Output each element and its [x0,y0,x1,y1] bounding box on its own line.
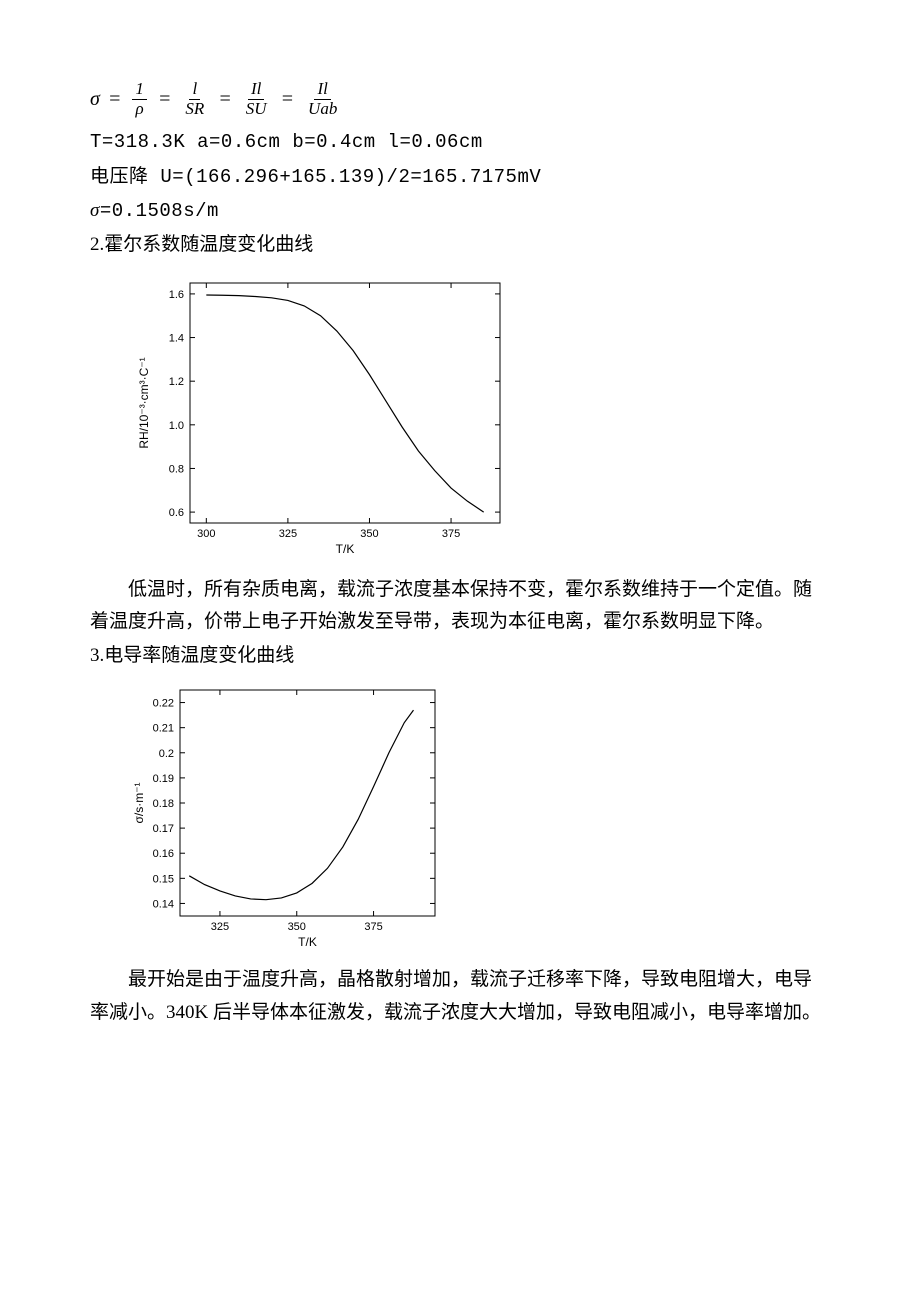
sigma-symbol-2: σ [90,200,100,221]
svg-text:300: 300 [197,528,215,540]
voltage-line: 电压降 U=(166.296+165.139)/2=165.7175mV [90,161,830,193]
svg-text:1.6: 1.6 [169,288,184,300]
svg-text:0.2: 0.2 [159,748,174,760]
sigma-symbol: σ [90,82,100,116]
svg-text:1.2: 1.2 [169,376,184,388]
svg-text:0.15: 0.15 [153,874,174,886]
svg-text:0.8: 0.8 [169,463,184,475]
svg-text:0.14: 0.14 [153,899,174,911]
svg-text:0.21: 0.21 [153,723,174,735]
svg-text:375: 375 [364,921,382,933]
frac-1: 1ρ [132,80,147,118]
heading-2: 2.霍尔系数随温度变化曲线 [90,229,830,261]
svg-text:325: 325 [211,921,229,933]
params-line: T=318.3K a=0.6cm b=0.4cm l=0.06cm [90,126,830,158]
svg-text:375: 375 [442,528,460,540]
conductivity-chart: 325 350 375 0.14 0.15 0.16 0.17 0.18 0.19 0.2 0.21… [120,678,450,958]
svg-text:T/K: T/K [336,542,355,556]
svg-text:0.19: 0.19 [153,773,174,785]
svg-text:σ/s·m⁻¹: σ/s·m⁻¹ [132,783,146,824]
svg-text:0.16: 0.16 [153,849,174,861]
svg-text:0.18: 0.18 [153,798,174,810]
sigma-formula: σ = 1ρ = lSR = IlSU = IlUab [90,80,830,118]
svg-text:RH/10⁻³·cm³·C⁻¹: RH/10⁻³·cm³·C⁻¹ [137,357,151,448]
svg-text:1.0: 1.0 [169,419,184,431]
frac-3: IlSU [243,80,270,118]
svg-text:1.4: 1.4 [169,332,184,344]
svg-text:T/K: T/K [298,935,317,949]
svg-text:325: 325 [279,528,297,540]
svg-text:0.6: 0.6 [169,507,184,519]
sigma-result-line: σ=0.1508s/m [90,195,830,227]
hall-coefficient-chart: 300 325 350 375 0.6 0.8 1.0 1.2 1.4 1.6 T/K RH/10⁻³… [120,268,520,568]
heading-3: 3.电导率随温度变化曲线 [90,640,830,672]
svg-text:350: 350 [360,528,378,540]
paragraph-2: 最开始是由于温度升高，晶格散射增加，载流子迁移率下降，导致电阻增大，电导率减小。… [90,964,830,1029]
svg-text:0.17: 0.17 [153,824,174,836]
svg-text:0.22: 0.22 [153,698,174,710]
frac-2: lSR [182,80,207,118]
paragraph-1: 低温时，所有杂质电离，载流子浓度基本保持不变，霍尔系数维持于一个定值。随着温度升… [90,574,830,639]
frac-4: IlUab [305,80,340,118]
svg-text:350: 350 [288,921,306,933]
